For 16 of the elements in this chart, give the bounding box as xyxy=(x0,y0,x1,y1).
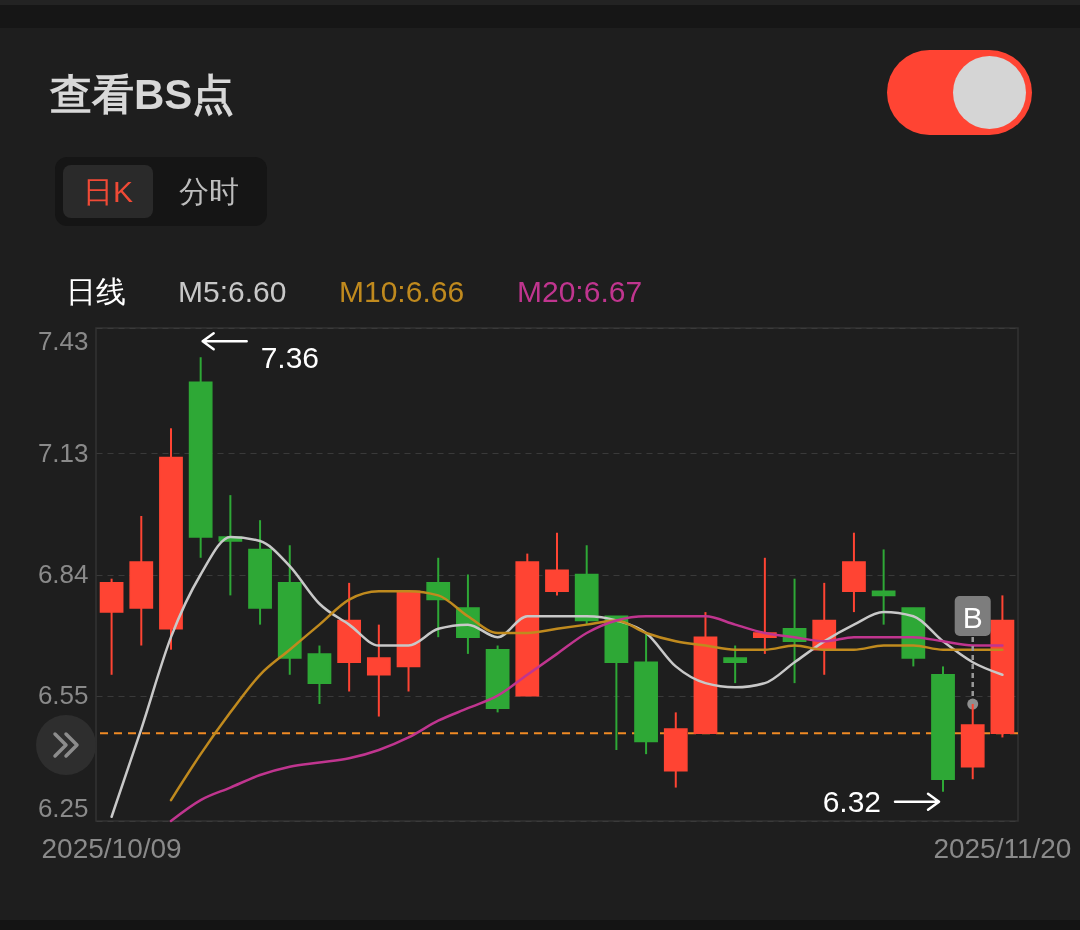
annotation: 6.32 xyxy=(822,785,882,819)
text: M20:6.67 xyxy=(517,275,643,308)
x-tick-label: 2025/11/20 xyxy=(933,832,1072,864)
y-tick-label: 6.25 xyxy=(37,792,89,823)
y-tick-label: 6.55 xyxy=(37,680,89,711)
legend-title: 日线 xyxy=(66,275,126,308)
tab-bar: 日K 分时 xyxy=(55,157,267,226)
y-tick-label: 7.43 xyxy=(37,325,89,356)
text: M5:6.60 xyxy=(178,275,287,308)
y-tick-label: 7.13 xyxy=(37,437,89,468)
text: M10:6.66 xyxy=(339,275,465,308)
chart-title: 查看BS点 xyxy=(50,70,235,120)
x-tick-label: 2025/10/09 xyxy=(41,832,182,864)
text: B xyxy=(962,600,983,634)
y-tick-label: 6.84 xyxy=(37,559,89,589)
annotation: 7.36 xyxy=(260,340,320,374)
